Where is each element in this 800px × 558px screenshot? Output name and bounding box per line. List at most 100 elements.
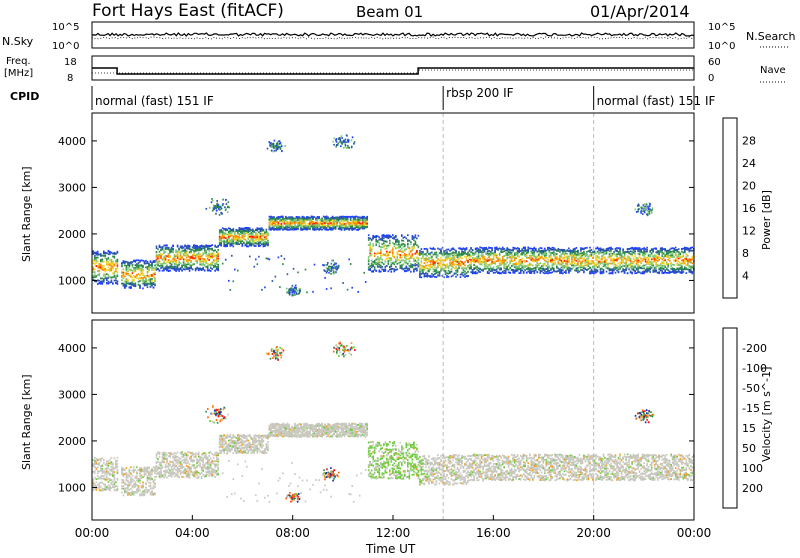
- echo-pixel: [439, 264, 441, 266]
- echo-pixel: [418, 253, 420, 255]
- echo-pixel: [606, 249, 608, 251]
- echo-pixel: [549, 250, 551, 252]
- echo-pixel: [526, 254, 528, 256]
- echo-pixel: [106, 277, 108, 279]
- echo-pixel: [151, 285, 153, 287]
- echo-pixel: [195, 247, 197, 249]
- echo-pixel: [406, 254, 408, 256]
- echo-pixel: [440, 257, 442, 259]
- echo-pixel: [422, 272, 424, 274]
- echo-pixel: [339, 218, 341, 220]
- echo-pixel: [400, 244, 402, 246]
- echo-pixel: [607, 265, 609, 267]
- echo-pixel: [449, 250, 451, 252]
- echo-pixel: [231, 230, 233, 232]
- echo-pixel: [406, 259, 408, 261]
- echo-pixel: [597, 266, 599, 268]
- echo-pixel: [159, 251, 161, 253]
- echo-pixel: [240, 241, 242, 243]
- echo-pixel: [502, 258, 504, 260]
- echo-pixel: [141, 268, 143, 270]
- echo-pixel: [567, 265, 569, 267]
- echo-pixel: [457, 264, 459, 266]
- echo-pixel: [223, 229, 225, 231]
- echo-pixel: [213, 261, 215, 263]
- echo-pixel: [178, 258, 180, 260]
- echo-pixel: [428, 275, 430, 277]
- echo-pixel: [410, 266, 412, 268]
- echo-pixel: [220, 236, 222, 238]
- echo-pixel: [147, 286, 149, 288]
- echo-pixel: [425, 248, 427, 250]
- echo-pixel: [160, 256, 162, 258]
- echo-pixel: [243, 235, 245, 237]
- echo-pixel: [382, 269, 384, 271]
- echo-pixel: [147, 280, 149, 282]
- echo-pixel: [211, 268, 213, 270]
- echo-pixel: [103, 261, 105, 263]
- echo-pixel: [451, 249, 453, 251]
- echo-pixel: [603, 249, 605, 251]
- echo-pixel: [165, 247, 167, 249]
- echo-pixel: [543, 253, 545, 255]
- freq-label: Freq.: [6, 56, 31, 67]
- echo-pixel: [342, 222, 344, 224]
- echo-pixel: [588, 256, 590, 258]
- echo-pixel: [96, 262, 98, 264]
- echo-pixel: [226, 243, 228, 245]
- echo-pixel: [534, 252, 536, 254]
- echo-pixel: [285, 228, 287, 230]
- echo-pixel: [535, 265, 537, 267]
- echo-pixel: [195, 255, 197, 257]
- echo-pixel: [336, 218, 338, 220]
- echo-pixel: [175, 264, 177, 266]
- echo-pixel: [278, 218, 280, 220]
- echo-pixel: [564, 266, 566, 268]
- echo-pixel: [103, 255, 105, 257]
- echo-pixel: [392, 268, 394, 270]
- echo-pixel: [601, 258, 603, 260]
- echo-pixel: [371, 264, 373, 266]
- echo-pixel: [276, 221, 278, 223]
- echo-pixel: [609, 272, 611, 274]
- echo-pixel: [612, 263, 614, 265]
- echo-pixel: [559, 251, 561, 253]
- echo-pixel: [305, 220, 307, 222]
- echo-pixel: [541, 256, 543, 258]
- echo-pixel: [434, 262, 436, 264]
- echo-pixel: [97, 274, 99, 276]
- echo-pixel: [618, 247, 620, 249]
- echo-pixel: [427, 255, 429, 257]
- echo-pixel: [160, 265, 162, 267]
- echo-pixel: [150, 267, 152, 269]
- echo-pixel: [550, 249, 552, 251]
- echo-pixel: [246, 232, 248, 234]
- echo-pixel: [359, 219, 361, 221]
- echo-pixel: [469, 267, 471, 269]
- echo-pixel: [549, 255, 551, 257]
- echo-pixel: [413, 239, 415, 241]
- echo-pixel: [460, 276, 462, 278]
- echo-pixel: [383, 240, 385, 242]
- echo-pixel: [249, 230, 251, 232]
- echo-pixel: [485, 253, 487, 255]
- echo-pixel: [375, 259, 377, 261]
- echo-pixel: [324, 226, 326, 228]
- echo-pixel: [157, 248, 159, 250]
- echo-pixel: [505, 260, 507, 262]
- echo-pixel: [576, 260, 578, 262]
- echo-pixel: [552, 259, 554, 261]
- echo-pixel: [401, 260, 403, 262]
- echo-pixel: [293, 228, 295, 230]
- echo-pixel: [196, 256, 198, 258]
- echo-pixel: [99, 273, 101, 275]
- echo-pixel: [249, 240, 251, 242]
- echo-pixel: [473, 268, 475, 270]
- echo-pixel: [127, 261, 129, 263]
- echo-pixel: [287, 273, 289, 275]
- echo-pixel: [129, 269, 131, 271]
- echo-pixel: [491, 258, 493, 260]
- echo-pixel: [506, 247, 508, 249]
- echo-pixel: [251, 235, 253, 237]
- echo-pixel: [360, 226, 362, 228]
